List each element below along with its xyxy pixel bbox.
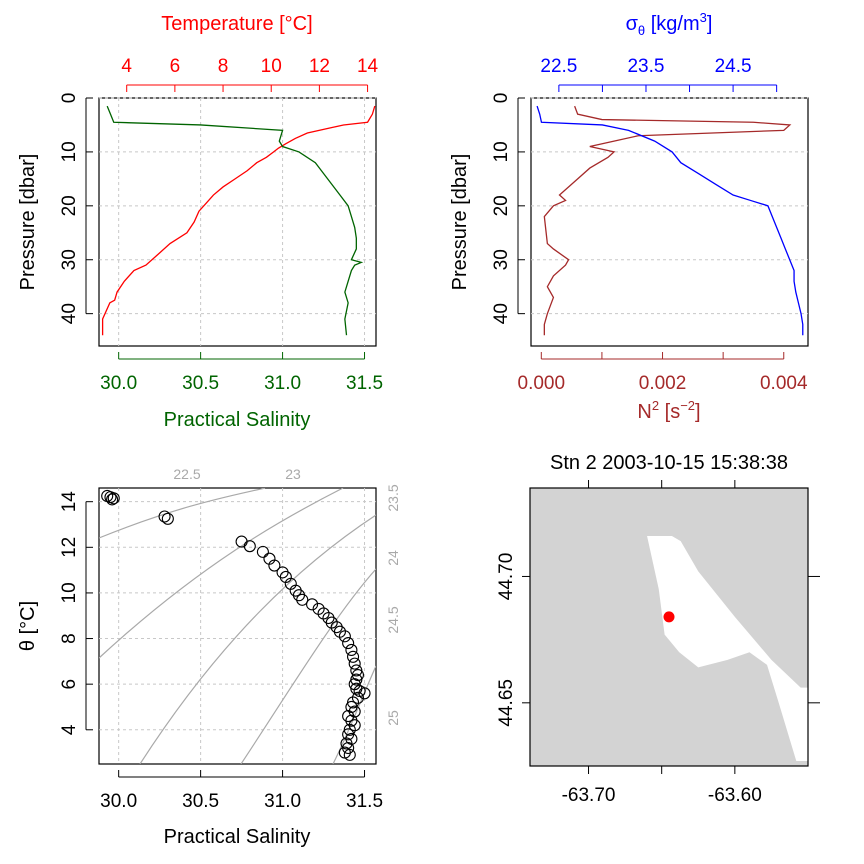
isopycnal-line [99, 488, 344, 659]
left-tick-label: 10 [59, 582, 80, 603]
station-marker [663, 611, 675, 623]
left-tick-label: 30 [491, 249, 512, 270]
y-axis-label: Pressure [dbar] [449, 154, 471, 291]
data-point [342, 637, 355, 650]
top-tick-label: 10 [261, 56, 282, 77]
top-tick-label: 4 [121, 56, 132, 77]
bottom-tick-label: 30.0 [100, 791, 137, 812]
isopycnal-line [332, 665, 376, 764]
sigma-theta-line [536, 105, 804, 336]
top-axis-label: σθ [kg/m3] [626, 10, 713, 38]
bottom-tick-label: 31.5 [346, 791, 383, 812]
left-tick-label: 30 [59, 249, 80, 270]
bottom-tick-label: 0.004 [760, 373, 808, 394]
top-tick-label: 8 [218, 56, 229, 77]
left-tick-label: 12 [59, 537, 80, 558]
map-frame [529, 487, 809, 767]
data-point [106, 493, 119, 506]
isopycnal-label: 24.5 [385, 606, 401, 633]
plot-frame [98, 487, 377, 765]
bottom-tick-label: -63.60 [708, 785, 762, 806]
temperature-line [101, 105, 376, 336]
x-axis-label: Practical Salinity [164, 826, 311, 848]
left-tick-label: 10 [59, 141, 80, 162]
bottom-tick-label: 31.5 [346, 373, 383, 394]
water-area [647, 536, 808, 761]
bottom-tick-label: 0.000 [518, 373, 566, 394]
data-point [161, 512, 174, 525]
panel-ts-diagram: Practical Salinity θ [°C] 22.5 23 23.5 24 24… [17, 466, 401, 848]
salinity-line [106, 105, 364, 336]
data-point [358, 687, 371, 700]
left-tick-label: 14 [59, 491, 80, 513]
left-tick-label: 20 [59, 195, 80, 216]
top-axis-label: Temperature [°C] [161, 13, 312, 35]
bottom-axis-label: N2 [s−2] [637, 398, 700, 423]
top-tick-label: 12 [309, 56, 330, 77]
isopycnal-line [139, 514, 376, 764]
y-axis-label: Pressure [dbar] [17, 154, 39, 291]
panel-temperature-salinity-profile: Temperature [°C] Practical Salinity Pres… [17, 13, 383, 431]
left-tick-label: 10 [491, 141, 512, 162]
isopycnal-line [99, 488, 266, 539]
bottom-tick-label: 30.5 [182, 373, 219, 394]
isopycnal-label: 22.5 [173, 466, 200, 482]
data-point [243, 540, 256, 553]
panel-density-n2-profile: σθ [kg/m3] N2 [s−2] Pressure [dbar] 22.5… [449, 10, 809, 423]
data-point [345, 643, 358, 657]
left-tick-label: 40 [59, 303, 80, 324]
data-point [296, 593, 309, 606]
n2-line [543, 105, 792, 336]
data-point [347, 650, 360, 663]
bottom-tick-label: 31.0 [264, 791, 301, 812]
data-point [268, 559, 281, 572]
top-tick-label: 23.5 [627, 56, 664, 77]
y-axis-label: θ [°C] [17, 601, 39, 651]
top-tick-label: 22.5 [540, 56, 577, 77]
left-tick-label: 0 [491, 93, 512, 104]
isopycnal-label: 23.5 [385, 484, 401, 511]
isopycnal-label: 24 [385, 550, 401, 566]
left-tick-label: 20 [491, 195, 512, 216]
panel-station-map: Stn 2 2003-10-15 15:38:38 -63.70 -63.60 44… [496, 452, 820, 806]
isopycnal-label: 23 [285, 466, 301, 482]
left-tick-label: 44.70 [496, 553, 517, 601]
data-point [107, 492, 120, 505]
left-tick-label: 0 [59, 93, 80, 104]
bottom-tick-label: 31.0 [264, 373, 301, 394]
left-tick-label: 8 [59, 633, 80, 644]
top-tick-label: 6 [170, 56, 181, 77]
bottom-tick-label: -63.70 [562, 785, 616, 806]
data-point [306, 598, 319, 611]
data-point [343, 748, 356, 761]
left-tick-label: 40 [491, 303, 512, 324]
data-point [348, 705, 361, 718]
bottom-tick-label: 30.5 [182, 791, 219, 812]
bottom-tick-label: 0.002 [639, 373, 687, 394]
plot-frame [98, 97, 377, 347]
top-tick-label: 24.5 [715, 56, 752, 77]
bottom-axis-label: Practical Salinity [164, 409, 311, 431]
isopycnal-label: 25 [385, 710, 401, 726]
map-title: Stn 2 2003-10-15 15:38:38 [550, 452, 788, 474]
top-tick-label: 14 [357, 56, 379, 77]
data-point [256, 545, 269, 558]
data-point [158, 510, 171, 523]
left-tick-label: 44.65 [496, 679, 517, 727]
isopycnal-group [99, 488, 376, 764]
left-tick-label: 6 [59, 679, 80, 690]
data-point [338, 630, 351, 643]
left-tick-label: 4 [59, 724, 80, 735]
isopycnal-line [240, 568, 376, 764]
bottom-tick-label: 30.0 [100, 373, 137, 394]
data-point [348, 657, 361, 670]
